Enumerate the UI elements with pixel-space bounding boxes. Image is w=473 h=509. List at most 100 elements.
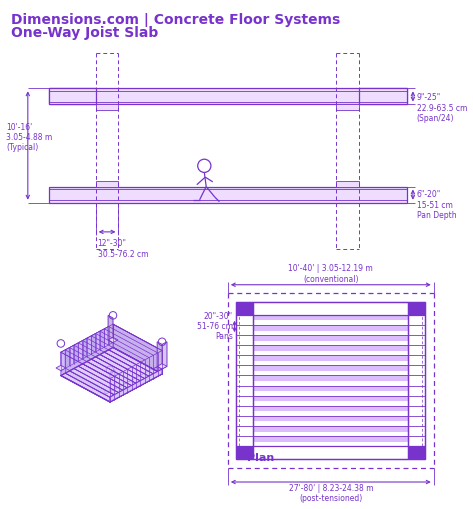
Bar: [359, 89, 407, 104]
Bar: [254, 386, 408, 391]
Polygon shape: [110, 369, 162, 402]
Polygon shape: [78, 341, 131, 370]
Polygon shape: [136, 362, 140, 383]
Polygon shape: [61, 350, 65, 371]
Text: One-Way Joist Slab: One-Way Joist Slab: [11, 26, 158, 40]
Polygon shape: [140, 360, 145, 381]
Polygon shape: [87, 336, 91, 357]
Bar: [254, 345, 408, 351]
Polygon shape: [162, 342, 167, 369]
Polygon shape: [109, 348, 162, 376]
Polygon shape: [113, 324, 162, 374]
Polygon shape: [114, 374, 119, 394]
Bar: [254, 426, 408, 432]
Polygon shape: [56, 365, 66, 371]
Bar: [254, 355, 408, 361]
Bar: [49, 89, 407, 104]
Polygon shape: [65, 348, 119, 376]
Polygon shape: [61, 348, 162, 402]
Polygon shape: [83, 361, 136, 390]
Text: 10'-40' | 3.05-12.19 m
(conventional): 10'-40' | 3.05-12.19 m (conventional): [289, 264, 373, 284]
Polygon shape: [149, 355, 153, 376]
Polygon shape: [108, 316, 113, 343]
Polygon shape: [70, 345, 74, 366]
Polygon shape: [100, 352, 153, 381]
Polygon shape: [66, 369, 105, 394]
Polygon shape: [145, 358, 149, 378]
Polygon shape: [100, 329, 153, 358]
Polygon shape: [87, 359, 140, 388]
Polygon shape: [83, 338, 87, 359]
Polygon shape: [127, 367, 131, 388]
Polygon shape: [110, 369, 162, 402]
Text: 6"-20"
15-51 cm
Pan Depth: 6"-20" 15-51 cm Pan Depth: [417, 190, 456, 220]
Bar: [49, 89, 96, 104]
Polygon shape: [74, 366, 127, 395]
Polygon shape: [110, 370, 115, 397]
Polygon shape: [110, 376, 114, 397]
Polygon shape: [105, 326, 158, 355]
Polygon shape: [65, 371, 119, 400]
Bar: [254, 335, 408, 341]
Polygon shape: [105, 326, 109, 347]
Polygon shape: [157, 364, 167, 369]
Polygon shape: [131, 364, 136, 385]
Polygon shape: [61, 350, 114, 379]
Bar: [236, 302, 254, 315]
Polygon shape: [74, 343, 78, 363]
Bar: [408, 446, 425, 459]
Bar: [336, 181, 359, 187]
Polygon shape: [96, 331, 100, 352]
Polygon shape: [91, 357, 145, 386]
Bar: [96, 104, 118, 110]
Text: 12"-30"
30.5-76.2 cm: 12"-30" 30.5-76.2 cm: [97, 239, 148, 259]
Text: 27'-80' | 8.23-24.38 m
(post-tensioned): 27'-80' | 8.23-24.38 m (post-tensioned): [289, 484, 373, 503]
Polygon shape: [70, 369, 123, 398]
Polygon shape: [105, 392, 115, 397]
Polygon shape: [61, 348, 162, 402]
Bar: [236, 446, 254, 459]
Bar: [254, 315, 408, 321]
Polygon shape: [96, 354, 149, 383]
Polygon shape: [110, 369, 157, 394]
Polygon shape: [61, 324, 113, 376]
Polygon shape: [61, 373, 114, 402]
Polygon shape: [115, 366, 157, 394]
Polygon shape: [74, 343, 127, 372]
Bar: [49, 187, 407, 203]
Text: 10'-16'
3.05-4.88 m
(Typical): 10'-16' 3.05-4.88 m (Typical): [6, 123, 53, 152]
Polygon shape: [91, 333, 145, 362]
Bar: [336, 104, 359, 110]
Polygon shape: [157, 342, 162, 369]
Polygon shape: [158, 351, 162, 372]
Polygon shape: [65, 348, 70, 369]
Bar: [254, 325, 408, 330]
Bar: [236, 302, 425, 459]
Text: Plan: Plan: [247, 453, 274, 463]
Polygon shape: [109, 324, 113, 345]
Bar: [254, 395, 408, 401]
Polygon shape: [119, 372, 123, 392]
Polygon shape: [153, 353, 158, 374]
Bar: [254, 436, 408, 442]
Bar: [236, 302, 425, 459]
Polygon shape: [109, 324, 162, 353]
Bar: [408, 302, 425, 315]
Text: 9"-25"
22.9-63.5 cm
(Span/24): 9"-25" 22.9-63.5 cm (Span/24): [417, 93, 467, 123]
Bar: [254, 365, 408, 371]
Bar: [254, 406, 408, 411]
Bar: [254, 376, 408, 381]
Text: Dimensions.com | Concrete Floor Systems: Dimensions.com | Concrete Floor Systems: [11, 13, 340, 27]
Bar: [96, 181, 118, 187]
Polygon shape: [96, 331, 149, 360]
Text: 20"-30"
51-76 cm
Pans: 20"-30" 51-76 cm Pans: [197, 312, 233, 342]
Polygon shape: [91, 333, 96, 354]
Polygon shape: [105, 350, 158, 379]
Polygon shape: [70, 345, 123, 374]
Bar: [254, 416, 408, 421]
Polygon shape: [108, 337, 118, 343]
Polygon shape: [78, 341, 83, 361]
Polygon shape: [100, 329, 105, 350]
Polygon shape: [78, 364, 131, 392]
Polygon shape: [83, 338, 136, 367]
